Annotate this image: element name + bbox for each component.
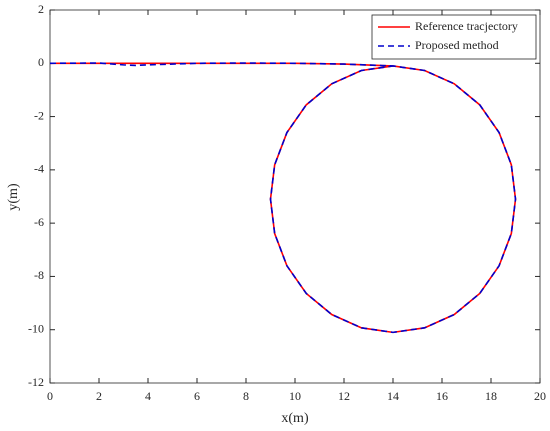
y-axis-label: y(m) xyxy=(6,183,21,211)
x-axis-label: x(m) xyxy=(281,411,309,426)
series-line xyxy=(49,62,517,334)
x-tick-label: 20 xyxy=(534,389,546,403)
x-tick-label: 8 xyxy=(243,389,249,403)
x-tick-label: 14 xyxy=(387,389,399,403)
x-tick-label: 6 xyxy=(194,389,200,403)
plot-area xyxy=(49,9,541,384)
y-tick-label: -12 xyxy=(28,375,44,389)
x-tick-label: 4 xyxy=(145,389,151,403)
y-tick-label: 0 xyxy=(38,55,44,69)
y-tick-label: -8 xyxy=(34,268,44,282)
y-tick-label: -10 xyxy=(28,321,44,335)
legend-label: Proposed method xyxy=(415,38,499,52)
y-tick-label: -2 xyxy=(34,108,44,122)
y-tick-label: -4 xyxy=(34,162,44,176)
x-tick-label: 16 xyxy=(436,389,448,403)
x-tick-label: 18 xyxy=(485,389,497,403)
y-tick-label: 2 xyxy=(38,2,44,16)
y-tick-label: -6 xyxy=(34,215,44,229)
x-tick-label: 10 xyxy=(289,389,301,403)
x-tick-label: 0 xyxy=(47,389,53,403)
x-tick-label: 12 xyxy=(338,389,350,403)
legend-label: Reference tracjectory xyxy=(415,19,518,33)
x-tick-label: 2 xyxy=(96,389,102,403)
legend-box xyxy=(371,14,537,60)
